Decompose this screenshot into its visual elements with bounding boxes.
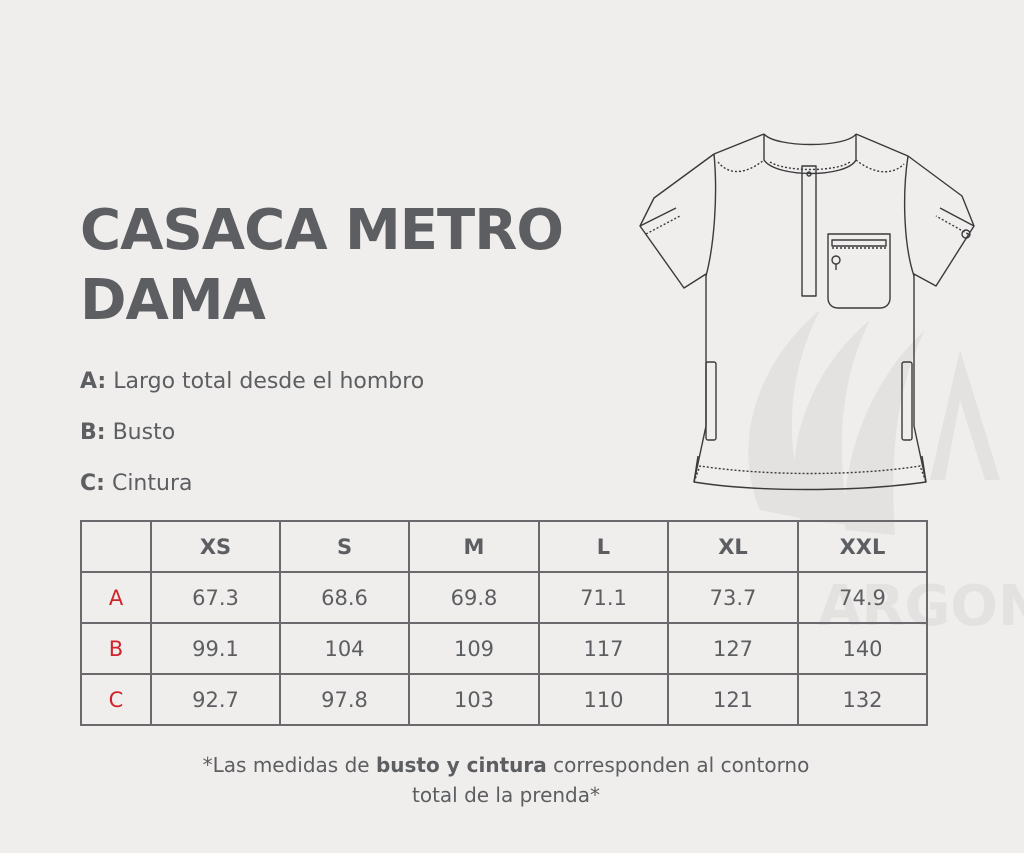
argon-logo-icon (748, 310, 1000, 535)
row-label-b: B (80, 622, 152, 675)
header-xs: XS (150, 520, 281, 573)
title-line-1: CASACA METRO (80, 198, 564, 263)
header-l: L (538, 520, 669, 573)
table-cell: 132 (797, 673, 928, 726)
table-cell: 69.8 (408, 571, 540, 624)
table-cell: 103 (408, 673, 540, 726)
table-cell: 140 (797, 622, 928, 675)
footnote: *Las medidas de busto y cintura correspo… (80, 750, 932, 810)
table-row: A 67.3 68.6 69.8 71.1 73.7 74.9 (80, 571, 928, 624)
size-table: XS S M L XL XXL A 67.3 68.6 69.8 71.1 73… (80, 520, 928, 726)
header-m: M (408, 520, 540, 573)
table-cell: 68.6 (279, 571, 410, 624)
page-title: CASACA METRO DAMA (80, 196, 564, 336)
table-cell: 121 (667, 673, 799, 726)
title-line-2: DAMA (80, 268, 266, 333)
legend-item-c: C: Cintura (80, 471, 193, 496)
garment-illustration (639, 133, 975, 491)
table-cell: 127 (667, 622, 799, 675)
legend-item-b: B: Busto (80, 420, 176, 445)
legend-item-a: A: Largo total desde el hombro (80, 369, 425, 394)
table-cell: 117 (538, 622, 669, 675)
table-cell: 99.1 (150, 622, 281, 675)
table-cell: 104 (279, 622, 410, 675)
header-s: S (279, 520, 410, 573)
footnote-line-2: total de la prenda* (411, 783, 601, 807)
table-cell: 67.3 (150, 571, 281, 624)
table-corner-cell (80, 520, 152, 573)
table-header-row: XS S M L XL XXL (80, 520, 928, 573)
table-cell: 74.9 (797, 571, 928, 624)
header-xxl: XXL (797, 520, 928, 573)
table-row: C 92.7 97.8 103 110 121 132 (80, 673, 928, 726)
row-label-c: C (80, 673, 152, 726)
footnote-line-1: *Las medidas de busto y cintura correspo… (202, 753, 810, 777)
table-cell: 110 (538, 673, 669, 726)
row-label-a: A (80, 571, 152, 624)
table-cell: 73.7 (667, 571, 799, 624)
measurement-legend: A: Largo total desde el hombro B: Busto … (80, 366, 424, 519)
table-row: B 99.1 104 109 117 127 140 (80, 622, 928, 675)
table-cell: 92.7 (150, 673, 281, 726)
table-cell: 71.1 (538, 571, 669, 624)
table-cell: 97.8 (279, 673, 410, 726)
header-xl: XL (667, 520, 799, 573)
table-cell: 109 (408, 622, 540, 675)
